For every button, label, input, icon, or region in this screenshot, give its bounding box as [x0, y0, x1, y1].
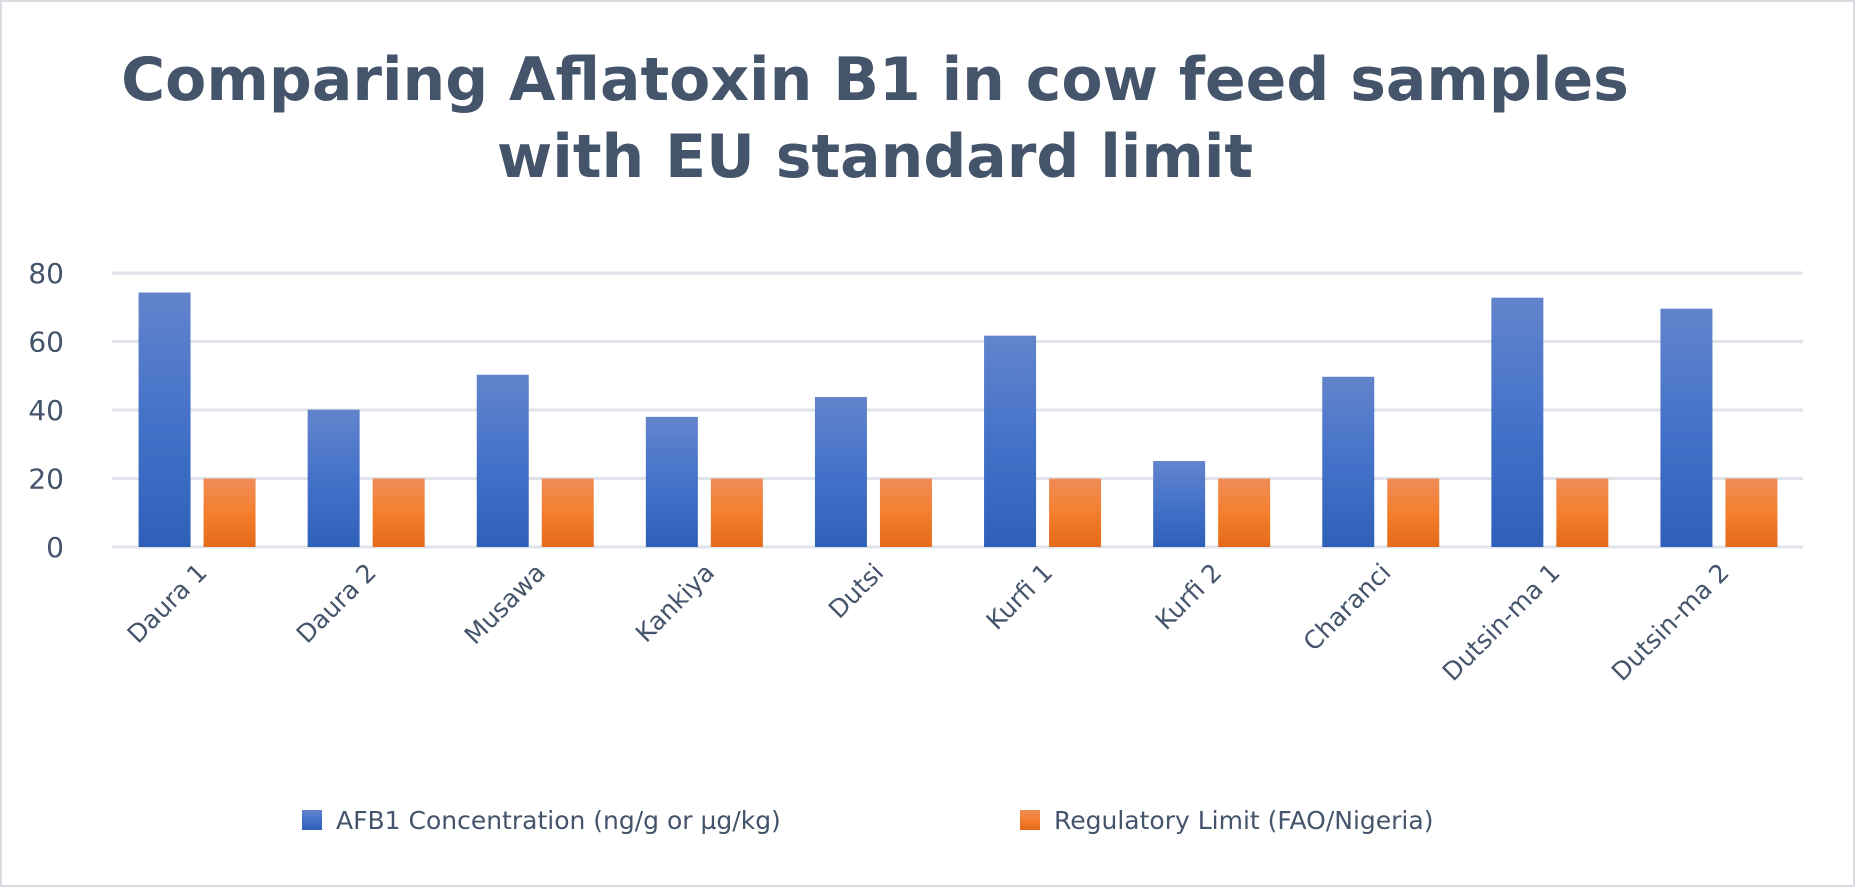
legend-label: AFB1 Concentration (ng/g or µg/kg): [336, 806, 781, 835]
bar-limit: [710, 478, 763, 547]
y-tick-label: 0: [46, 531, 64, 564]
bar-limit: [1049, 478, 1102, 547]
legend-label: Regulatory Limit (FAO/Nigeria): [1054, 806, 1433, 835]
x-tick-label: Daura 2: [291, 558, 382, 649]
bar-afb1: [1153, 461, 1206, 547]
x-tick-label: Kankiya: [630, 558, 720, 648]
bar-limit: [879, 478, 932, 547]
y-tick-label: 60: [28, 326, 64, 359]
bar-afb1: [307, 409, 360, 547]
chart-title-line-2: with EU standard limit: [497, 122, 1253, 192]
bar-afb1: [1660, 308, 1713, 547]
bar-limit: [541, 478, 594, 547]
bar-limit: [1725, 478, 1778, 547]
x-tick-label: Dutsin-ma 2: [1606, 558, 1735, 687]
y-tick-label: 20: [28, 463, 64, 496]
bar-limit: [1556, 478, 1609, 547]
bar-afb1: [984, 335, 1037, 547]
x-tick-label: Dutsi: [823, 558, 889, 624]
bar-limit: [1387, 478, 1440, 547]
x-tick-label: Kurfi 2: [1150, 558, 1228, 636]
bar-limit: [372, 478, 425, 547]
x-tick-label: Musawa: [459, 558, 551, 650]
chart-title-line-1: Comparing Aflatoxin B1 in cow feed sampl…: [121, 45, 1629, 115]
x-tick-label: Kurfi 1: [981, 558, 1059, 636]
y-tick-label: 40: [28, 394, 64, 427]
bar-afb1: [1322, 376, 1375, 547]
legend-swatch-limit: [1020, 810, 1040, 830]
y-tick-label: 80: [28, 257, 64, 290]
bar-afb1: [814, 396, 867, 547]
bar-limit: [1218, 478, 1271, 547]
bar-afb1: [138, 292, 191, 547]
bar-afb1: [645, 416, 698, 547]
legend-swatch-afb1: [302, 810, 322, 830]
x-tick-label: Dutsin-ma 1: [1437, 558, 1566, 687]
x-tick-label: Charanci: [1298, 558, 1397, 657]
bar-limit: [203, 478, 256, 547]
bar-afb1: [476, 374, 529, 547]
bar-afb1: [1491, 297, 1544, 547]
x-tick-label: Daura 1: [122, 558, 213, 649]
